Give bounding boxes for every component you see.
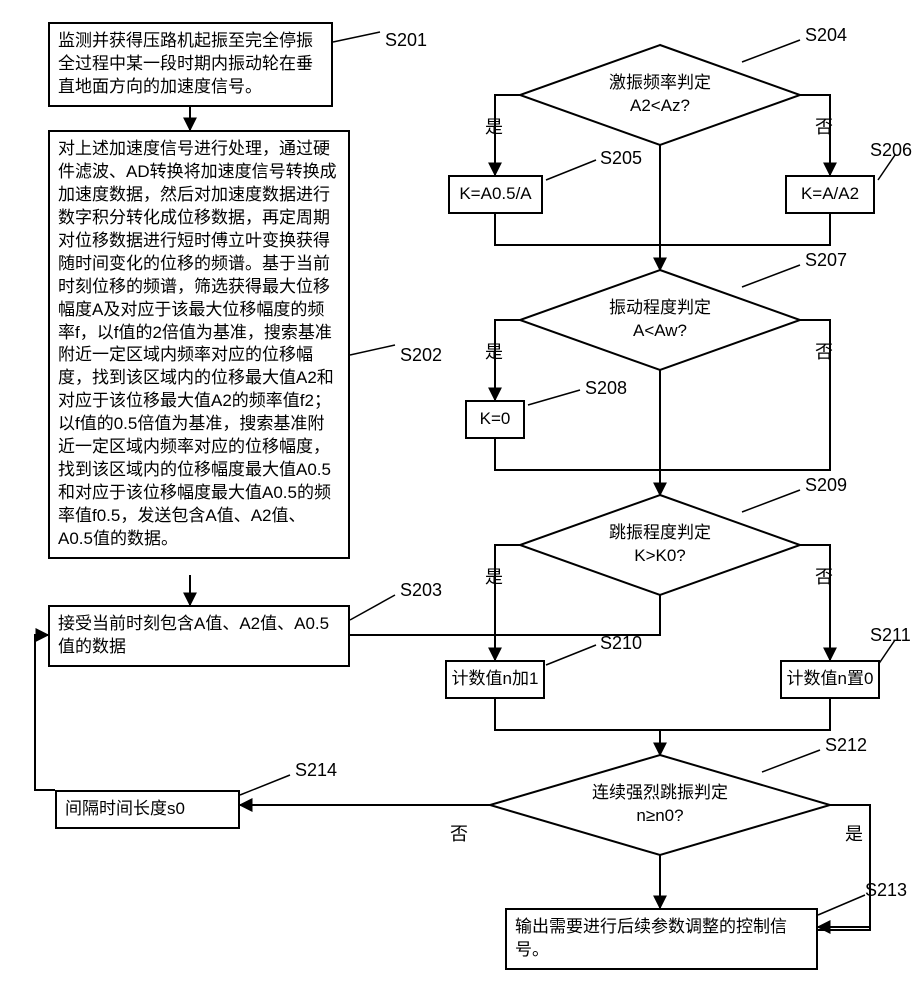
s209-yes: 是 — [485, 563, 503, 589]
s206-text: K=A/A2 — [801, 184, 859, 203]
step-s214: 间隔时间长度s0 — [55, 790, 240, 829]
label-s203: S203 — [400, 580, 442, 601]
s210-text: 计数值n加1 — [452, 669, 539, 688]
s211-text: 计数值n置0 — [787, 669, 874, 688]
label-s214: S214 — [295, 760, 337, 781]
step-s206: K=A/A2 — [785, 175, 875, 214]
decision-s209-text: 跳振程度判定 K>K0? — [609, 522, 711, 568]
label-s205: S205 — [600, 148, 642, 169]
label-s209: S209 — [805, 475, 847, 496]
step-s205: K=A0.5/A — [448, 175, 543, 214]
s204-no: 否 — [815, 113, 833, 139]
s208-text: K=0 — [480, 409, 511, 428]
s201-text: 监测并获得压路机起振至完全停振全过程中某一段时期内振动轮在垂直地面方向的加速度信… — [58, 31, 313, 96]
decision-s204-text: 激振频率判定 A2<Az? — [609, 72, 711, 118]
step-s203: 接受当前时刻包含A值、A2值、A0.5值的数据 — [48, 605, 350, 667]
step-s208: K=0 — [465, 400, 525, 439]
s203-text: 接受当前时刻包含A值、A2值、A0.5值的数据 — [58, 614, 329, 656]
s209-l2: K>K0? — [634, 546, 686, 565]
step-s210: 计数值n加1 — [445, 660, 545, 699]
step-s202: 对上述加速度信号进行处理，通过硬件滤波、AD转换将加速度信号转换成加速度数据，然… — [48, 130, 350, 559]
label-s208: S208 — [585, 378, 627, 399]
step-s201: 监测并获得压路机起振至完全停振全过程中某一段时期内振动轮在垂直地面方向的加速度信… — [48, 22, 333, 107]
s212-l2: n≥n0? — [636, 806, 683, 825]
s204-l2: A2<Az? — [630, 96, 690, 115]
s212-l1: 连续强烈跳振判定 — [592, 783, 728, 802]
s213-text: 输出需要进行后续参数调整的控制信号。 — [515, 917, 787, 959]
label-s210: S210 — [600, 633, 642, 654]
s209-no: 否 — [815, 563, 833, 589]
label-s207: S207 — [805, 250, 847, 271]
label-s206: S206 — [870, 140, 912, 161]
s207-l1: 振动程度判定 — [609, 298, 711, 317]
s202-text: 对上述加速度信号进行处理，通过硬件滤波、AD转换将加速度信号转换成加速度数据，然… — [58, 139, 337, 548]
step-s211: 计数值n置0 — [780, 660, 880, 699]
s212-yes: 是 — [845, 820, 863, 846]
label-s201: S201 — [385, 30, 427, 51]
s205-text: K=A0.5/A — [459, 184, 531, 203]
label-s204: S204 — [805, 25, 847, 46]
s214-text: 间隔时间长度s0 — [65, 799, 185, 818]
s207-l2: A<Aw? — [633, 321, 687, 340]
label-s212: S212 — [825, 735, 867, 756]
s212-no: 否 — [450, 820, 468, 846]
s209-l1: 跳振程度判定 — [609, 523, 711, 542]
s204-yes: 是 — [485, 113, 503, 139]
decision-s212-text: 连续强烈跳振判定 n≥n0? — [592, 782, 728, 828]
s207-no: 否 — [815, 338, 833, 364]
s207-yes: 是 — [485, 338, 503, 364]
label-s202: S202 — [400, 345, 442, 366]
step-s213: 输出需要进行后续参数调整的控制信号。 — [505, 908, 818, 970]
label-s211: S211 — [870, 625, 911, 646]
decision-s207-text: 振动程度判定 A<Aw? — [609, 297, 711, 343]
label-s213: S213 — [865, 880, 907, 901]
s204-l1: 激振频率判定 — [609, 73, 711, 92]
